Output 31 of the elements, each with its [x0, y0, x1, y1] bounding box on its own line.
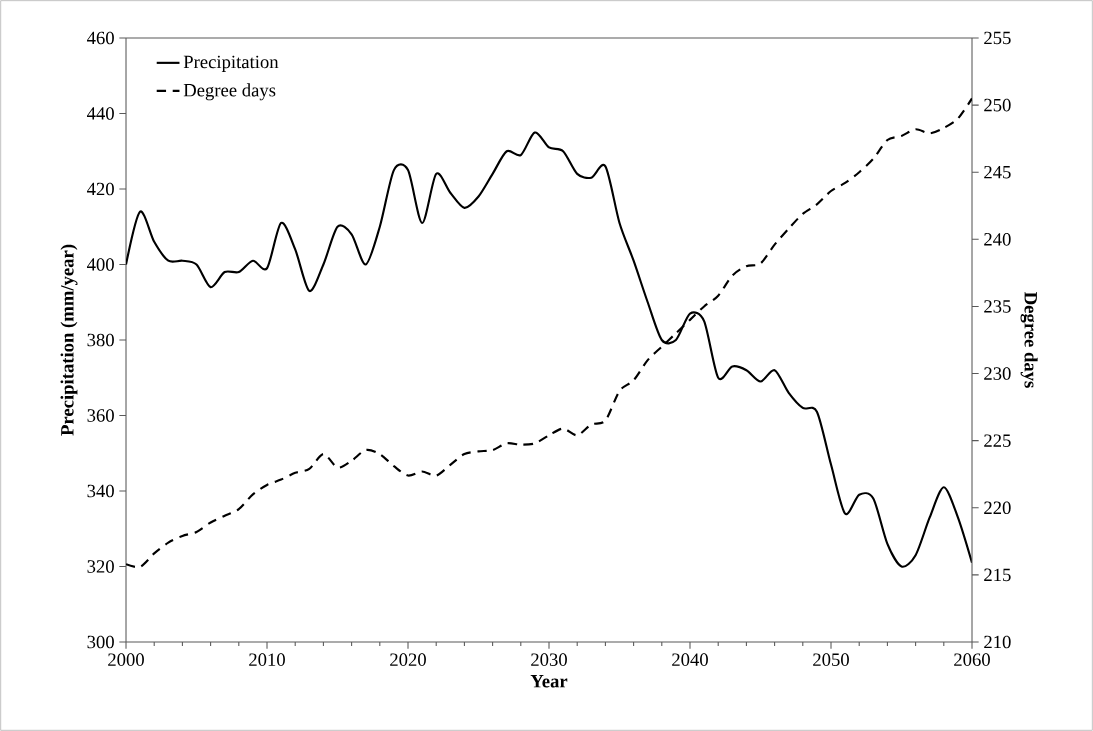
legend-label: Precipitation: [183, 55, 279, 73]
y2-tick-label: 235: [984, 300, 1011, 313]
y2-tick-label: 240: [984, 233, 1011, 246]
y2-tick-label: 215: [984, 568, 1011, 582]
x-tick-label: 2060: [954, 653, 990, 666]
y2-tick-label: 245: [984, 165, 1011, 179]
x-tick-label: 2020: [390, 653, 426, 666]
x-axis-title: Year: [530, 675, 568, 688]
y2-axis-title: Degree days: [1020, 292, 1038, 388]
x-tick-label: 2050: [813, 653, 849, 666]
x-tick-label: 2030: [531, 653, 567, 666]
y2-tick-label: 255: [984, 31, 1011, 45]
y-tick-label: 460: [86, 31, 114, 45]
legend-label: Degree days: [183, 83, 276, 101]
y2-tick-label: 210: [984, 635, 1011, 649]
y-axis-title: Precipitation (mm/year): [60, 244, 78, 436]
y-tick-label: 360: [87, 409, 114, 422]
x-tick-label: 2000: [108, 653, 144, 666]
y-tick-label: 320: [87, 560, 114, 573]
y-tick-label: 400: [86, 258, 114, 271]
x-tick-label: 2010: [249, 653, 285, 666]
y2-tick-label: 220: [984, 501, 1011, 515]
y-tick-label: 420: [86, 182, 114, 196]
y-tick-label: 380: [87, 333, 114, 347]
y2-tick-label: 250: [984, 98, 1011, 112]
x-tick-label: 2040: [672, 653, 708, 666]
y-tick-label: 340: [87, 484, 114, 498]
y-tick-label: 440: [86, 107, 114, 120]
y-tick-label: 300: [87, 635, 114, 649]
y2-tick-label: 230: [984, 367, 1011, 380]
y2-tick-label: 225: [984, 434, 1011, 447]
